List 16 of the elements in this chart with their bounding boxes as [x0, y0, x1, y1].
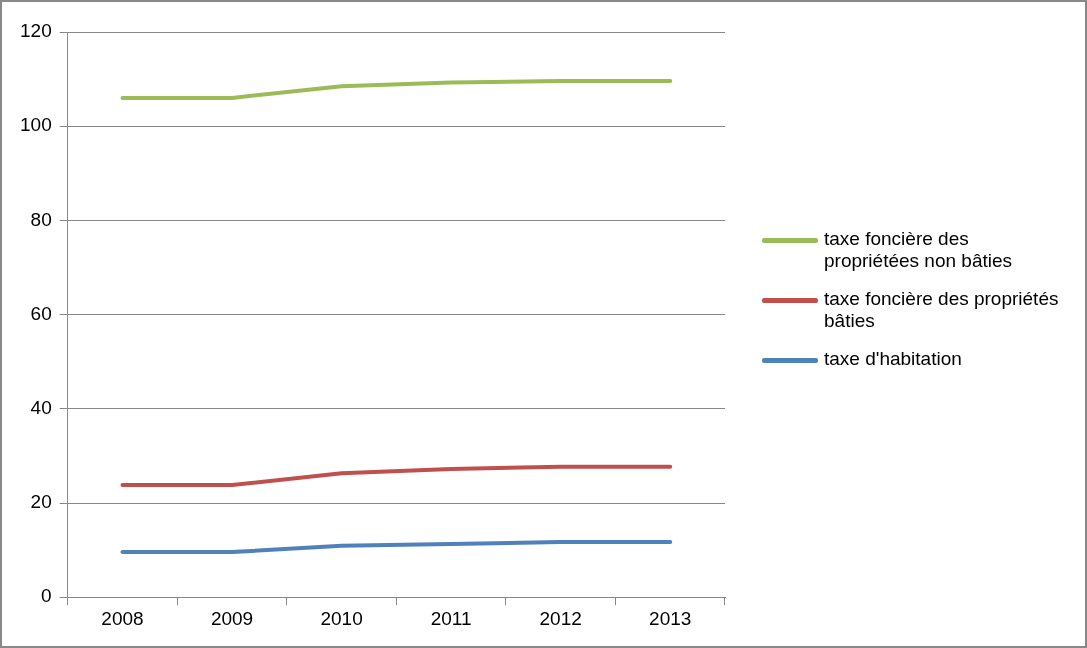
x-tick-label: 2008: [101, 607, 144, 629]
legend-label: taxe foncière des propriétés bâties: [824, 288, 1060, 332]
y-tick-label: 0: [41, 585, 52, 607]
y-tick-label: 20: [30, 491, 52, 513]
x-tick-label: 2011: [430, 607, 472, 629]
y-tick-label: 100: [20, 114, 52, 136]
legend-label: taxe d'habitation: [824, 348, 962, 370]
x-tick-label: 2009: [210, 607, 254, 629]
y-tick-label: 80: [30, 208, 52, 230]
x-tick-label: 2012: [539, 607, 582, 629]
x-tick-label: 2010: [320, 607, 363, 629]
y-tick-label: 60: [30, 302, 52, 324]
y-tick-label: 120: [20, 20, 52, 42]
y-tick-label: 40: [30, 397, 52, 419]
x-tick-label: 2013: [649, 607, 692, 629]
legend-label: taxe foncière des propriétées non bâties: [824, 228, 1013, 272]
